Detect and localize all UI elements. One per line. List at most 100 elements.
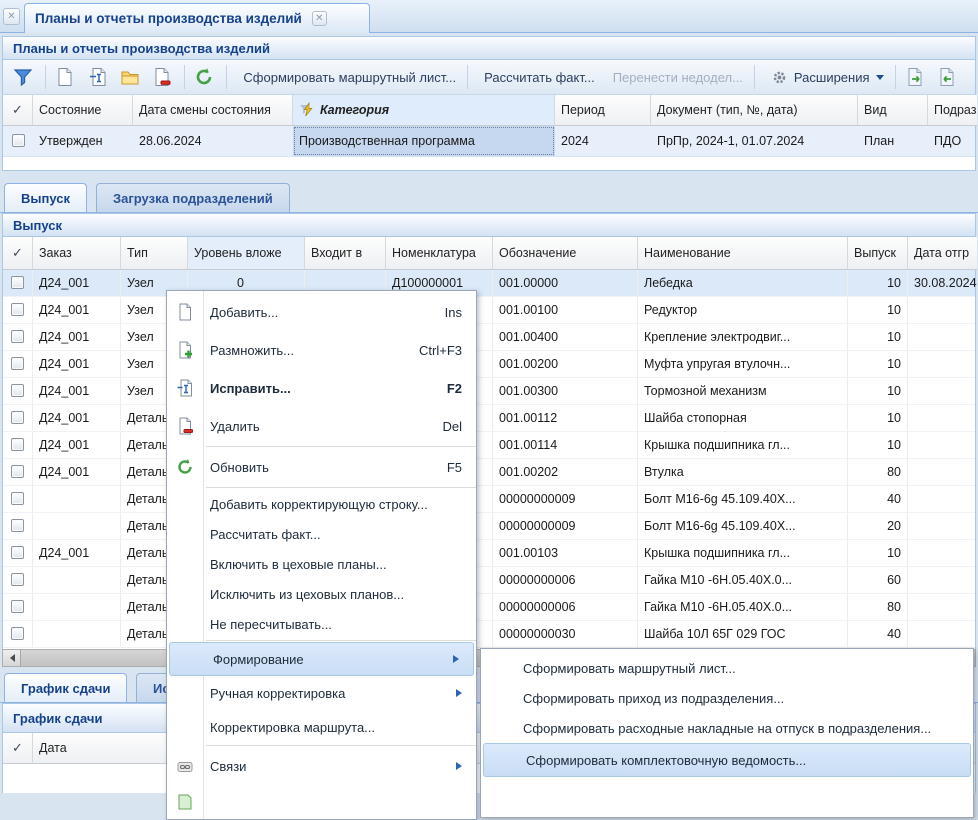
menu-item-links[interactable]: Связи — [167, 747, 476, 785]
cell-state-date: 28.06.2024 — [139, 134, 202, 148]
new-doc-icon[interactable] — [53, 65, 77, 89]
row-checkbox[interactable] — [11, 330, 24, 343]
filter-icon[interactable] — [11, 65, 35, 89]
row-checkbox[interactable] — [11, 276, 24, 289]
menu-item-no-recalc[interactable]: Не пересчитывать... — [210, 616, 332, 632]
table-row[interactable]: Д24_001 Деталь 001.00202 Втулка 80 — [3, 459, 975, 486]
row-checkbox[interactable] — [11, 357, 24, 370]
menu-item-manual-correction[interactable]: Ручная корректировка — [167, 676, 476, 710]
row-checkbox[interactable] — [11, 411, 24, 424]
row-checkbox[interactable] — [11, 573, 24, 586]
cell-checkbox — [3, 297, 33, 323]
tab-close-icon[interactable]: ✕ — [311, 11, 327, 26]
column-header-period[interactable]: Период — [555, 95, 651, 126]
tab-plans-reports[interactable]: Планы и отчеты производства изделий ✕ — [24, 3, 370, 33]
column-header-kind[interactable]: Вид — [858, 95, 928, 126]
calc-fact-button[interactable]: Рассчитать факт... — [484, 69, 595, 85]
tab-delivery-schedule[interactable]: График сдачи — [4, 673, 128, 703]
column-header-type[interactable]: Тип — [121, 237, 188, 270]
table-row[interactable]: Д24_001 Узел 001.00100 Редуктор 10 — [3, 297, 975, 324]
table-row[interactable]: Деталь 00000000009 Болт М16-6g 45.109.40… — [3, 513, 975, 540]
cell-designation: 001.00400 — [493, 324, 638, 350]
row-checkbox[interactable] — [11, 600, 24, 613]
table-row[interactable]: Д24_001 Деталь 001.00112 Шайба стопорная… — [3, 405, 975, 432]
export-doc-icon[interactable] — [903, 65, 927, 89]
row-checkbox[interactable] — [11, 519, 24, 532]
select-all-header[interactable]: ✓ — [3, 237, 33, 270]
edit-doc-icon[interactable] — [85, 65, 109, 89]
cell-checkbox — [3, 378, 33, 404]
table-row[interactable]: Д24_001 Узел 0 Д100000001 001.00000 Лебе… — [3, 270, 977, 297]
import-doc-icon[interactable] — [935, 65, 959, 89]
column-header-date[interactable]: Дата — [33, 733, 168, 764]
select-all-header[interactable]: ✓ — [3, 95, 33, 126]
row-checkbox[interactable] — [11, 134, 25, 147]
menu-item-refresh[interactable]: Обновить F5 — [167, 448, 476, 486]
cell-order: Д24_001 — [33, 324, 121, 350]
table-row[interactable]: Д24_001 Узел 001.00200 Муфта упругая вту… — [3, 351, 975, 378]
row-checkbox[interactable] — [11, 465, 24, 478]
menu-item-calc-fact[interactable]: Рассчитать факт... — [210, 526, 321, 542]
submenu-item-picking-list[interactable]: Сформировать комплектовочную ведомость..… — [483, 743, 971, 777]
submenu-item-route-sheet[interactable]: Сформировать маршрутный лист... — [523, 660, 736, 676]
submenu-item-receipt-from-division[interactable]: Сформировать приход из подразделения... — [523, 690, 785, 706]
table-row[interactable]: Д24_001 Узел 001.00300 Тормозной механиз… — [3, 378, 975, 405]
column-header-category[interactable]: Категория — [293, 95, 555, 126]
table-row[interactable]: Деталь 00000000006 Гайка М10 -6Н.05.40Х.… — [3, 567, 975, 594]
menu-item-partial[interactable] — [167, 785, 476, 819]
cell-order: Д24_001 — [33, 405, 121, 431]
column-header-nomenclature[interactable]: Номенклатура — [386, 237, 493, 270]
table-row[interactable]: Деталь 00000000030 Шайба 10Л 65Г 029 ГОС… — [3, 621, 975, 648]
scroll-left-button[interactable] — [3, 650, 21, 666]
tab-load-divisions[interactable]: Загрузка подразделений — [96, 183, 290, 213]
column-header-parent[interactable]: Входит в — [305, 237, 386, 270]
cell-nomenclature — [386, 378, 493, 404]
submenu-item-expense-invoices[interactable]: Сформировать расходные накладные на отпу… — [523, 720, 932, 736]
column-header-ship-date[interactable]: Дата отгр — [908, 237, 977, 270]
menu-item-delete[interactable]: Удалить Del — [167, 407, 476, 445]
close-icon[interactable]: ✕ — [3, 8, 20, 25]
column-header-division[interactable]: Подраз — [928, 95, 977, 126]
column-header-level[interactable]: Уровень вложе — [188, 237, 305, 270]
table-row[interactable]: Утвержден 28.06.2024 Производственная пр… — [3, 126, 975, 157]
submenu-item-partial[interactable] — [481, 777, 973, 807]
row-checkbox[interactable] — [11, 384, 24, 397]
make-route-sheet-button[interactable]: Сформировать маршрутный лист... — [243, 69, 457, 85]
select-all-header[interactable]: ✓ — [3, 733, 33, 764]
open-folder-icon[interactable] — [118, 65, 142, 89]
menu-item-duplicate[interactable]: Размножить... Ctrl+F3 — [167, 331, 476, 369]
menu-item-add[interactable]: Добавить... Ins — [167, 293, 476, 331]
column-header-qty[interactable]: Выпуск — [848, 237, 908, 270]
column-header-name[interactable]: Наименование — [638, 237, 848, 270]
row-checkbox[interactable] — [11, 627, 24, 640]
row-checkbox[interactable] — [11, 492, 24, 505]
table-row[interactable]: Д24_001 Деталь 001.00114 Крышка подшипни… — [3, 432, 975, 459]
refresh-icon[interactable] — [192, 65, 216, 89]
table-row[interactable]: Д24_001 Узел 001.00400 Крепление электро… — [3, 324, 975, 351]
extensions-button[interactable]: Расширения — [762, 65, 893, 90]
cell-parent — [305, 270, 386, 296]
column-header-order[interactable]: Заказ — [33, 237, 121, 270]
row-checkbox[interactable] — [11, 303, 24, 316]
move-backlog-button[interactable]: Перенести недодел... — [612, 69, 743, 85]
menu-item-include-shop-plans[interactable]: Включить в цеховые планы... — [210, 556, 387, 572]
delete-doc-icon[interactable] — [150, 65, 174, 89]
row-checkbox[interactable] — [11, 438, 24, 451]
menu-separator — [206, 745, 476, 746]
row-checkbox[interactable] — [11, 546, 24, 559]
menu-item-route-correction[interactable]: Корректировка маршрута... — [210, 719, 376, 735]
table-row[interactable]: Деталь 00000000009 Болт М16-6g 45.109.40… — [3, 486, 975, 513]
cell-category-selected[interactable]: Производственная программа — [293, 126, 555, 156]
column-header-state-date[interactable]: Дата смены состояния — [133, 95, 293, 126]
menu-item-exclude-shop-plans[interactable]: Исключить из цеховых планов... — [210, 586, 405, 602]
column-header-state[interactable]: Состояние — [33, 95, 133, 126]
menu-item-edit[interactable]: Исправить... F2 — [167, 369, 476, 407]
cell-order: Д24_001 — [33, 540, 121, 566]
menu-item-add-correction-row[interactable]: Добавить корректирующую строку... — [210, 496, 428, 512]
menu-item-formation[interactable]: Формирование — [169, 642, 474, 676]
table-row[interactable]: Д24_001 Деталь 001.00103 Крышка подшипни… — [3, 540, 975, 567]
tab-output[interactable]: Выпуск — [4, 183, 87, 213]
column-header-designation[interactable]: Обозначение — [493, 237, 638, 270]
column-header-document[interactable]: Документ (тип, №, дата) — [651, 95, 858, 126]
table-row[interactable]: Деталь 00000000006 Гайка М10 -6Н.05.40Х.… — [3, 594, 975, 621]
